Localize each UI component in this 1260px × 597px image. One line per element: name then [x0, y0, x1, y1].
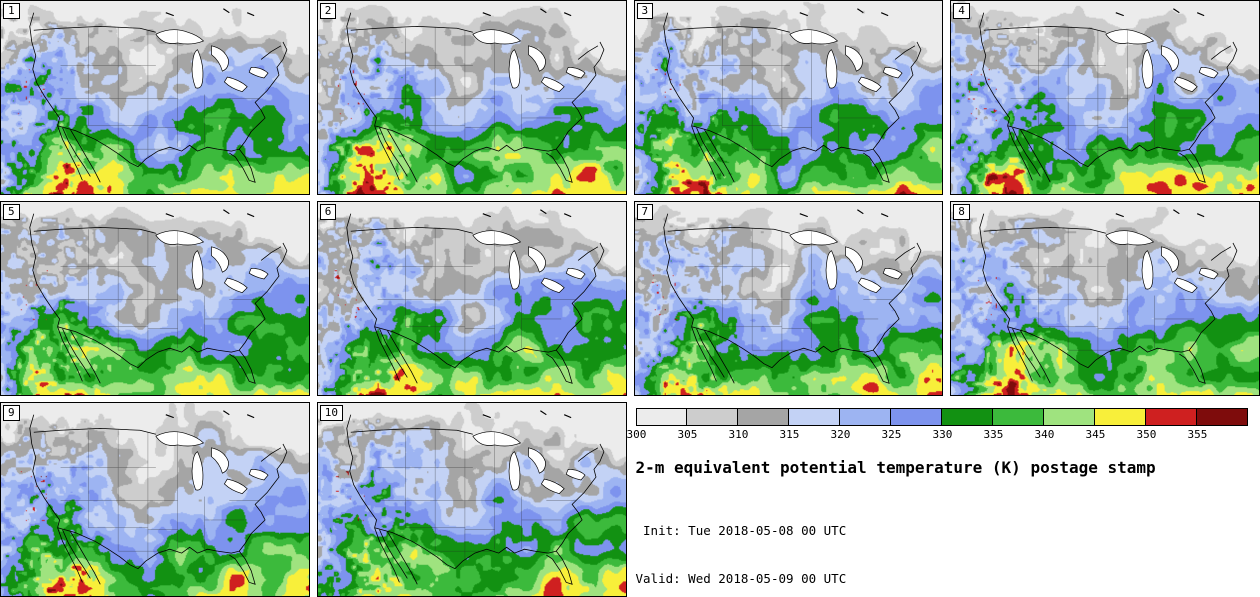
member-number: 4: [953, 3, 970, 19]
init-valid-times: Init: Tue 2018-05-08 00 UTC Valid: Wed 2…: [636, 490, 1260, 597]
legend-area: 300 305 310 315 320 325 330 335 340 345 350 355 2-m…: [627, 402, 1260, 597]
theta-e-map-canvas: [1, 202, 309, 395]
ensemble-panel-1: 1: [0, 0, 310, 195]
ensemble-panel-10: 10: [316, 402, 627, 597]
us-map-overlay: [979, 209, 1238, 384]
theta-e-map-canvas: [1, 403, 309, 596]
ensemble-panel-9: 9: [0, 402, 310, 597]
member-number: 10: [319, 405, 343, 421]
colorbar-tick: 345: [1085, 428, 1106, 441]
us-map-overlay: [346, 8, 605, 183]
theta-e-map-canvas: [634, 1, 943, 194]
colorbar-tick: 335: [983, 428, 1004, 441]
init-time: Init: Tue 2018-05-08 00 UTC: [635, 522, 847, 538]
colorbar-cell: [1042, 409, 1094, 425]
ensemble-panel-7: 7: [633, 201, 944, 396]
colorbar-tick: 300: [626, 428, 647, 441]
member-number: 5: [3, 204, 20, 220]
colorbar-cell: [636, 409, 687, 425]
theta-e-map-canvas: [317, 1, 626, 194]
colorbar-cell: [941, 409, 992, 425]
colorbar-cell: [890, 409, 942, 425]
colorbar-tick: 355: [1187, 428, 1208, 441]
member-number: 8: [953, 204, 970, 220]
colorbar-cell: [1144, 409, 1196, 425]
ensemble-panel-8: 8: [950, 201, 1260, 396]
colorbar-cell: [1093, 409, 1145, 425]
member-number: 2: [319, 3, 337, 19]
colorbar-cell: [686, 409, 738, 425]
colorbar-tick: 340: [1034, 428, 1055, 441]
member-number: 1: [3, 3, 20, 19]
colorbar-tick: 310: [728, 428, 749, 441]
colorbar-ticks: 300 305 310 315 320 325 330 335 340 345 350 355: [627, 428, 1248, 444]
colorbar-tick: 330: [932, 428, 953, 441]
theta-e-map-canvas: [317, 403, 626, 596]
colorbar-cell: [1195, 409, 1247, 425]
colorbar-tick: 320: [830, 428, 851, 441]
valid-time: Valid: Wed 2018-05-09 00 UTC: [635, 571, 847, 587]
us-map-overlay: [979, 8, 1238, 183]
ensemble-panel-5: 5: [0, 201, 310, 396]
chart-title: 2-m equivalent potential temperature (K)…: [635, 458, 1156, 477]
member-number: 7: [636, 204, 654, 220]
ensemble-panel-4: 4: [950, 0, 1260, 195]
theta-e-map-canvas: [317, 202, 626, 395]
colorbar-tick: 350: [1136, 428, 1157, 441]
us-map-overlay: [29, 8, 288, 183]
ensemble-panel-6: 6: [316, 201, 627, 396]
colorbar: [635, 408, 1248, 426]
member-number: 9: [3, 405, 20, 421]
ensemble-panel-3: 3: [633, 0, 944, 195]
colorbar-cell: [839, 409, 891, 425]
colorbar-tick: 305: [677, 428, 698, 441]
theta-e-map-canvas: [951, 1, 1259, 194]
us-map-overlay: [29, 209, 288, 384]
theta-e-map-canvas: [1, 1, 309, 194]
member-number: 6: [319, 204, 337, 220]
colorbar-tick: 315: [779, 428, 800, 441]
us-map-overlay: [662, 8, 921, 183]
member-number: 3: [636, 3, 654, 19]
us-map-overlay: [346, 209, 605, 384]
colorbar-cell: [737, 409, 789, 425]
us-map-overlay: [29, 410, 288, 585]
us-map-overlay: [346, 410, 605, 585]
us-map-overlay: [662, 209, 921, 384]
colorbar-cell: [788, 409, 840, 425]
theta-e-map-canvas: [634, 202, 943, 395]
colorbar-cell: [991, 409, 1043, 425]
theta-e-map-canvas: [951, 202, 1259, 395]
colorbar-tick: 325: [881, 428, 902, 441]
ensemble-panel-2: 2: [316, 0, 627, 195]
